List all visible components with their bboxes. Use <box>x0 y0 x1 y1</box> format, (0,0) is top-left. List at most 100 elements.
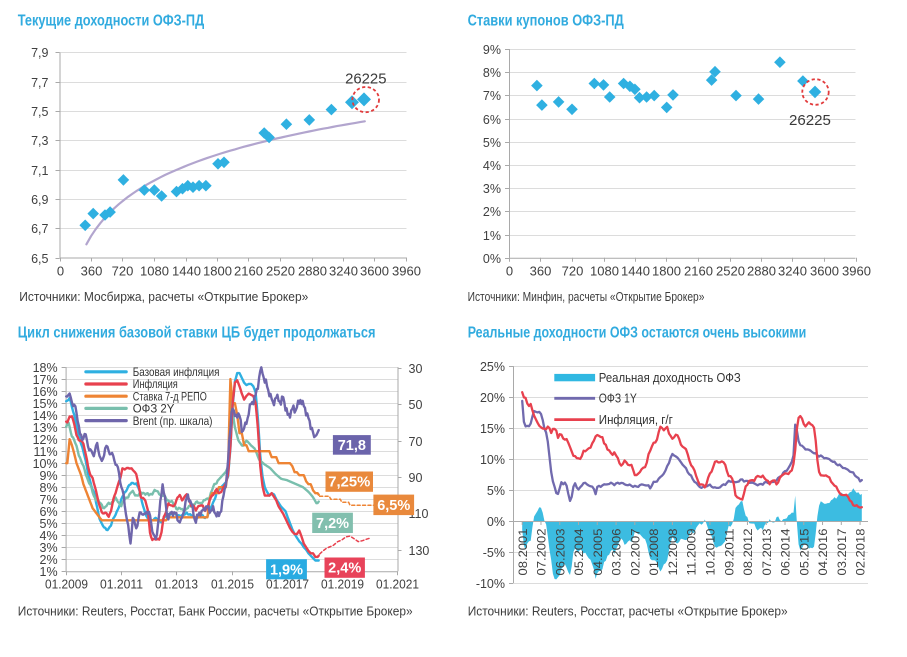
svg-text:4%: 4% <box>40 529 58 543</box>
svg-text:7,25%: 7,25% <box>328 475 370 491</box>
svg-text:04.2005: 04.2005 <box>591 528 605 575</box>
svg-text:70: 70 <box>409 435 423 449</box>
svg-text:Реальные доходности ОФЗ остают: Реальные доходности ОФЗ остаются очень в… <box>468 324 807 341</box>
svg-text:7%: 7% <box>483 89 501 103</box>
svg-text:720: 720 <box>562 263 584 278</box>
svg-text:01.2011: 01.2011 <box>100 577 143 591</box>
svg-text:360: 360 <box>81 263 103 278</box>
svg-text:7,7: 7,7 <box>31 76 48 90</box>
svg-text:3600: 3600 <box>360 263 389 278</box>
svg-text:01.2009: 01.2009 <box>45 577 88 591</box>
svg-text:03.2017: 03.2017 <box>835 528 849 575</box>
svg-text:2520: 2520 <box>266 263 295 278</box>
svg-text:25%: 25% <box>480 360 505 374</box>
svg-text:7,3: 7,3 <box>31 134 48 148</box>
svg-text:08.2001: 08.2001 <box>516 528 530 575</box>
svg-text:ОФЗ 1Y: ОФЗ 1Y <box>599 391 637 406</box>
svg-text:09.2011: 09.2011 <box>722 528 736 575</box>
svg-text:2,4%: 2,4% <box>328 561 361 577</box>
svg-text:3240: 3240 <box>329 263 358 278</box>
svg-text:01.2021: 01.2021 <box>376 577 419 591</box>
svg-text:30: 30 <box>409 362 423 376</box>
svg-text:1440: 1440 <box>621 263 650 278</box>
svg-text:12%: 12% <box>33 433 58 447</box>
svg-text:18%: 18% <box>33 361 58 375</box>
svg-text:2%: 2% <box>483 205 501 219</box>
svg-text:15%: 15% <box>480 422 505 436</box>
svg-text:3240: 3240 <box>778 263 807 278</box>
svg-text:0: 0 <box>57 263 64 278</box>
svg-text:01.2013: 01.2013 <box>155 577 198 591</box>
svg-text:50: 50 <box>409 398 423 412</box>
svg-text:05.2004: 05.2004 <box>572 528 586 575</box>
svg-text:7,1: 7,1 <box>31 164 48 178</box>
svg-text:Инфляция: Инфляция <box>133 377 178 391</box>
svg-text:5%: 5% <box>483 136 501 150</box>
svg-text:-10%: -10% <box>476 577 505 591</box>
svg-text:1,9%: 1,9% <box>270 562 303 578</box>
svg-text:5%: 5% <box>487 484 505 498</box>
svg-text:Ставки купонов ОФЗ-ПД: Ставки купонов ОФЗ-ПД <box>468 12 625 29</box>
svg-text:3600: 3600 <box>810 263 839 278</box>
svg-text:01.2019: 01.2019 <box>321 577 364 591</box>
svg-text:05.2015: 05.2015 <box>797 528 811 575</box>
svg-text:01.2017: 01.2017 <box>266 577 309 591</box>
svg-text:2160: 2160 <box>234 263 263 278</box>
svg-text:11.2009: 11.2009 <box>685 528 699 575</box>
svg-text:6,5: 6,5 <box>31 252 48 266</box>
svg-text:2880: 2880 <box>747 263 776 278</box>
svg-text:20%: 20% <box>480 391 505 405</box>
svg-text:2160: 2160 <box>684 263 713 278</box>
svg-text:Источники: Reuters, Росстат, Б: Источники: Reuters, Росстат, Банк России… <box>18 604 413 619</box>
svg-text:1440: 1440 <box>172 263 201 278</box>
svg-text:Источники: Минфин, расчеты «От: Источники: Минфин, расчеты «Открытие Бро… <box>468 289 705 304</box>
svg-text:10%: 10% <box>480 453 505 467</box>
svg-text:26225: 26225 <box>789 112 831 129</box>
svg-text:Текущие доходности ОФЗ-ПД: Текущие доходности ОФЗ-ПД <box>18 12 205 29</box>
svg-text:Базовая инфляция: Базовая инфляция <box>133 365 220 379</box>
svg-text:Инфляция, г/г: Инфляция, г/г <box>599 412 673 427</box>
svg-text:8%: 8% <box>40 481 58 495</box>
svg-text:15%: 15% <box>33 397 58 411</box>
svg-text:2%: 2% <box>40 553 58 567</box>
svg-text:720: 720 <box>112 263 134 278</box>
svg-text:3%: 3% <box>40 541 58 555</box>
svg-text:6,5%: 6,5% <box>377 498 410 514</box>
svg-text:02.2007: 02.2007 <box>628 528 642 575</box>
svg-text:06.2003: 06.2003 <box>553 528 567 575</box>
svg-text:08.2012: 08.2012 <box>741 528 755 575</box>
svg-text:11%: 11% <box>34 445 58 459</box>
svg-text:130: 130 <box>409 544 430 558</box>
svg-text:2880: 2880 <box>298 263 327 278</box>
svg-text:04.2016: 04.2016 <box>816 528 830 575</box>
svg-text:3%: 3% <box>483 182 501 196</box>
svg-text:0%: 0% <box>487 515 505 529</box>
svg-text:26225: 26225 <box>345 71 386 88</box>
svg-text:14%: 14% <box>33 409 58 423</box>
svg-text:6,9: 6,9 <box>31 193 48 207</box>
svg-text:71,8: 71,8 <box>338 438 366 454</box>
svg-text:13%: 13% <box>33 421 58 435</box>
svg-text:07.2013: 07.2013 <box>760 528 774 575</box>
svg-text:6,7: 6,7 <box>31 222 48 236</box>
svg-text:-5%: -5% <box>483 546 505 560</box>
svg-text:01.2008: 01.2008 <box>647 528 661 575</box>
svg-text:3960: 3960 <box>392 263 421 278</box>
svg-text:7%: 7% <box>40 493 58 507</box>
svg-text:0: 0 <box>506 263 513 278</box>
svg-text:Реальная доходность ОФЗ: Реальная доходность ОФЗ <box>599 370 741 385</box>
svg-text:02.2018: 02.2018 <box>854 528 868 575</box>
svg-text:7,9: 7,9 <box>31 46 48 60</box>
svg-text:10.2010: 10.2010 <box>704 528 718 575</box>
svg-text:360: 360 <box>530 263 552 278</box>
svg-text:5%: 5% <box>40 517 58 531</box>
svg-text:07.2002: 07.2002 <box>535 528 549 575</box>
svg-text:90: 90 <box>409 471 423 485</box>
svg-text:1%: 1% <box>483 229 501 243</box>
svg-text:7,2%: 7,2% <box>316 516 349 532</box>
svg-text:4%: 4% <box>483 159 501 173</box>
svg-text:03.2006: 03.2006 <box>610 528 624 575</box>
svg-text:1800: 1800 <box>203 263 232 278</box>
svg-text:1%: 1% <box>40 565 58 579</box>
svg-text:Источники: Мосбиржа, расчеты «: Источники: Мосбиржа, расчеты «Открытие Б… <box>19 289 308 304</box>
